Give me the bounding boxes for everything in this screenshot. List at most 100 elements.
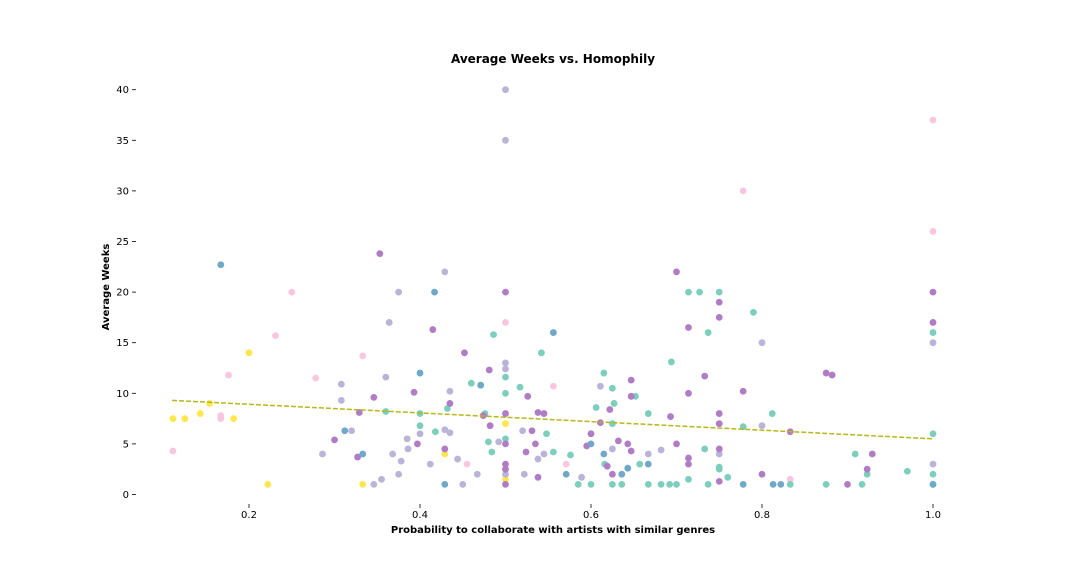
data-point [502,470,509,478]
data-point [359,352,367,360]
data-point [169,447,177,455]
data-point [685,475,692,483]
data-point [715,288,723,296]
data-point [863,470,871,478]
data-point [230,415,238,422]
data-point [519,427,526,435]
data-point [416,422,424,430]
data-point [441,480,449,488]
data-point [768,410,776,417]
data-point [416,369,424,377]
data-point [272,332,279,340]
data-point [657,480,665,488]
x-tick-label: 0.4 [412,510,428,521]
data-point [858,480,866,488]
data-point [549,448,557,456]
x-tick-label: 0.6 [583,510,599,521]
data-point [929,288,937,296]
data-point [636,460,644,468]
data-point [608,384,616,392]
data-point [715,465,723,473]
data-point [502,359,509,367]
data-point [370,393,378,401]
data-point [667,358,675,366]
data-point [288,288,296,296]
data-point [603,462,611,470]
data-point [446,387,454,395]
data-point [739,387,747,395]
data-point [217,261,225,269]
data-point [715,298,723,306]
data-point [169,415,177,422]
data-point [618,480,626,488]
data-point [354,453,361,461]
data-point [477,381,485,389]
data-point [245,349,253,357]
data-point [666,480,674,488]
data-point [502,410,509,417]
data-point [903,467,911,475]
data-point [715,450,723,458]
data-point [502,365,509,373]
data-point [540,450,548,458]
data-point [704,480,712,488]
data-point [929,116,937,124]
y-axis: 0 5 10 15 20 25 30 35 40 [116,85,136,501]
data-point [416,430,424,438]
data-point [644,410,652,417]
data-point [608,420,616,428]
data-point [822,480,830,488]
data-point [520,470,528,478]
data-point [389,450,397,458]
data-point [587,430,595,438]
x-tick-label: 0.2 [241,510,257,521]
data-point [459,480,467,488]
data-point [370,480,378,488]
data-point [587,440,595,448]
data-point [685,454,692,462]
data-point [534,473,542,481]
data-point [844,480,851,488]
x-axis: 0.2 0.4 0.6 0.8 1.0 [241,504,941,521]
data-point [441,450,449,458]
data-point [929,460,937,468]
data-point [627,392,635,400]
data-point [534,409,542,416]
data-point [715,410,723,417]
data-point [495,438,503,446]
y-tick-label: 10 [116,389,129,400]
data-point [597,382,604,390]
data-point [341,427,349,435]
data-point [929,329,937,336]
data-point [524,392,532,400]
data-point [644,480,652,488]
data-point [701,445,709,453]
data-point [715,445,723,453]
trend-line [172,399,934,440]
data-point [549,382,557,390]
data-point [929,430,937,438]
data-point [592,404,600,411]
data-point [443,405,451,412]
data-point [467,379,475,387]
data-point [532,440,539,448]
data-point [206,400,214,407]
data-point [488,448,496,456]
data-point [724,473,732,481]
y-tick-label: 0 [123,490,129,501]
data-point [337,396,345,404]
data-point [786,480,794,488]
data-point [562,470,570,478]
data-point [929,227,937,235]
data-point [600,369,608,377]
data-point [608,470,616,478]
data-point [429,326,437,333]
x-tick-label: 0.8 [754,510,770,521]
data-point [739,187,747,195]
data-point [486,422,494,430]
data-point [739,423,747,431]
data-point [502,475,509,483]
data-point [359,450,367,458]
data-point [538,349,545,357]
